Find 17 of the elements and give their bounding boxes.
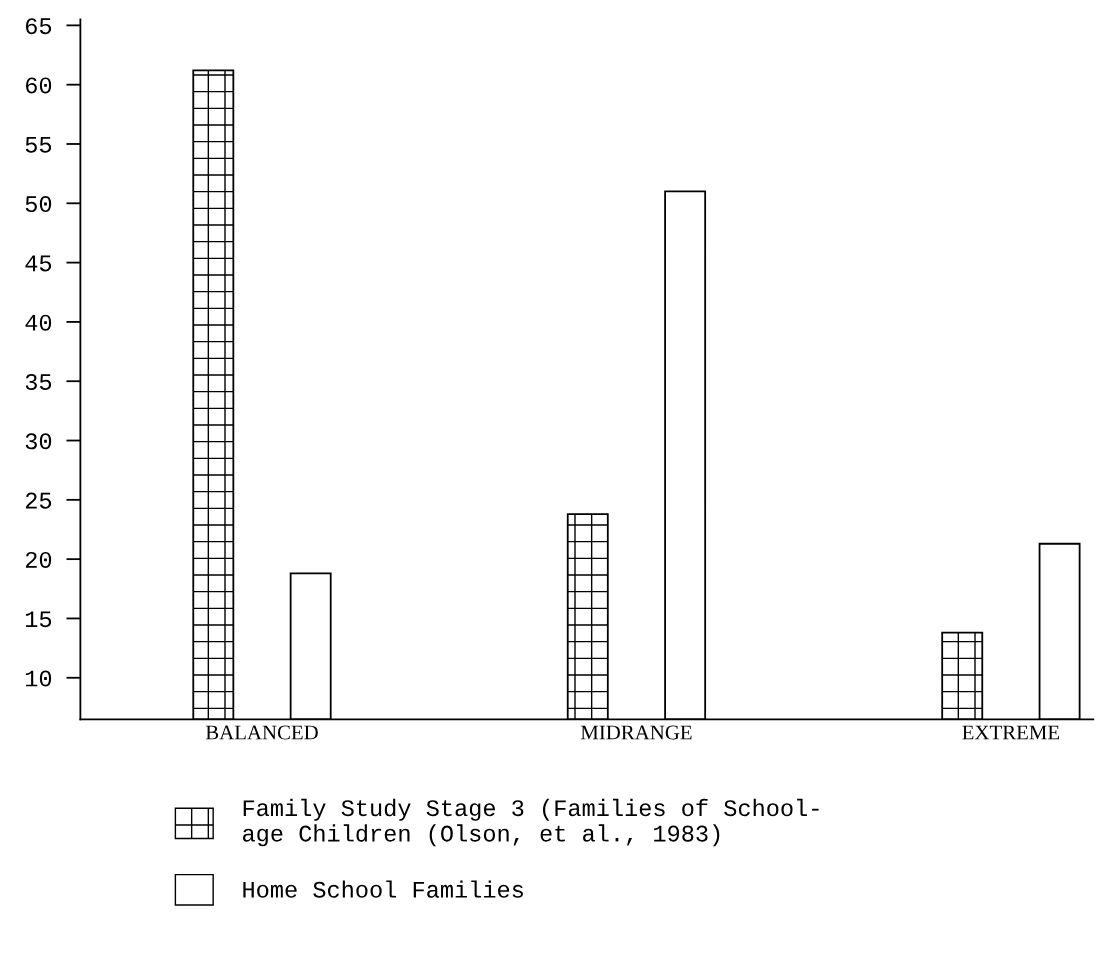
- y-tick-label: 10: [25, 670, 52, 687]
- y-tick-label: 60: [26, 77, 52, 94]
- legend-label: Home School Families: [243, 880, 523, 898]
- y-tick-label: 65: [26, 18, 52, 35]
- y-tick-label: 25: [25, 492, 52, 509]
- y-tick-label: 30: [25, 433, 52, 450]
- y-tick-label: 15: [25, 611, 52, 628]
- y-tick-label: 35: [25, 373, 52, 391]
- y-tick-label: 50: [25, 196, 52, 213]
- x-tick-label: EXTREME: [962, 725, 1060, 740]
- y-tick-label: 55: [25, 136, 52, 153]
- y-tick-label: 45: [25, 255, 52, 272]
- x-tick-label: MIDRANGE: [580, 725, 692, 740]
- y-tick-label: 40: [25, 314, 52, 331]
- legend-label: Family Study Stage 3 (Families of School- age Children (Olson, et al., 1983): [242, 798, 819, 847]
- y-tick-label: 20: [25, 551, 52, 568]
- x-tick-label: BALANCED: [205, 725, 318, 740]
